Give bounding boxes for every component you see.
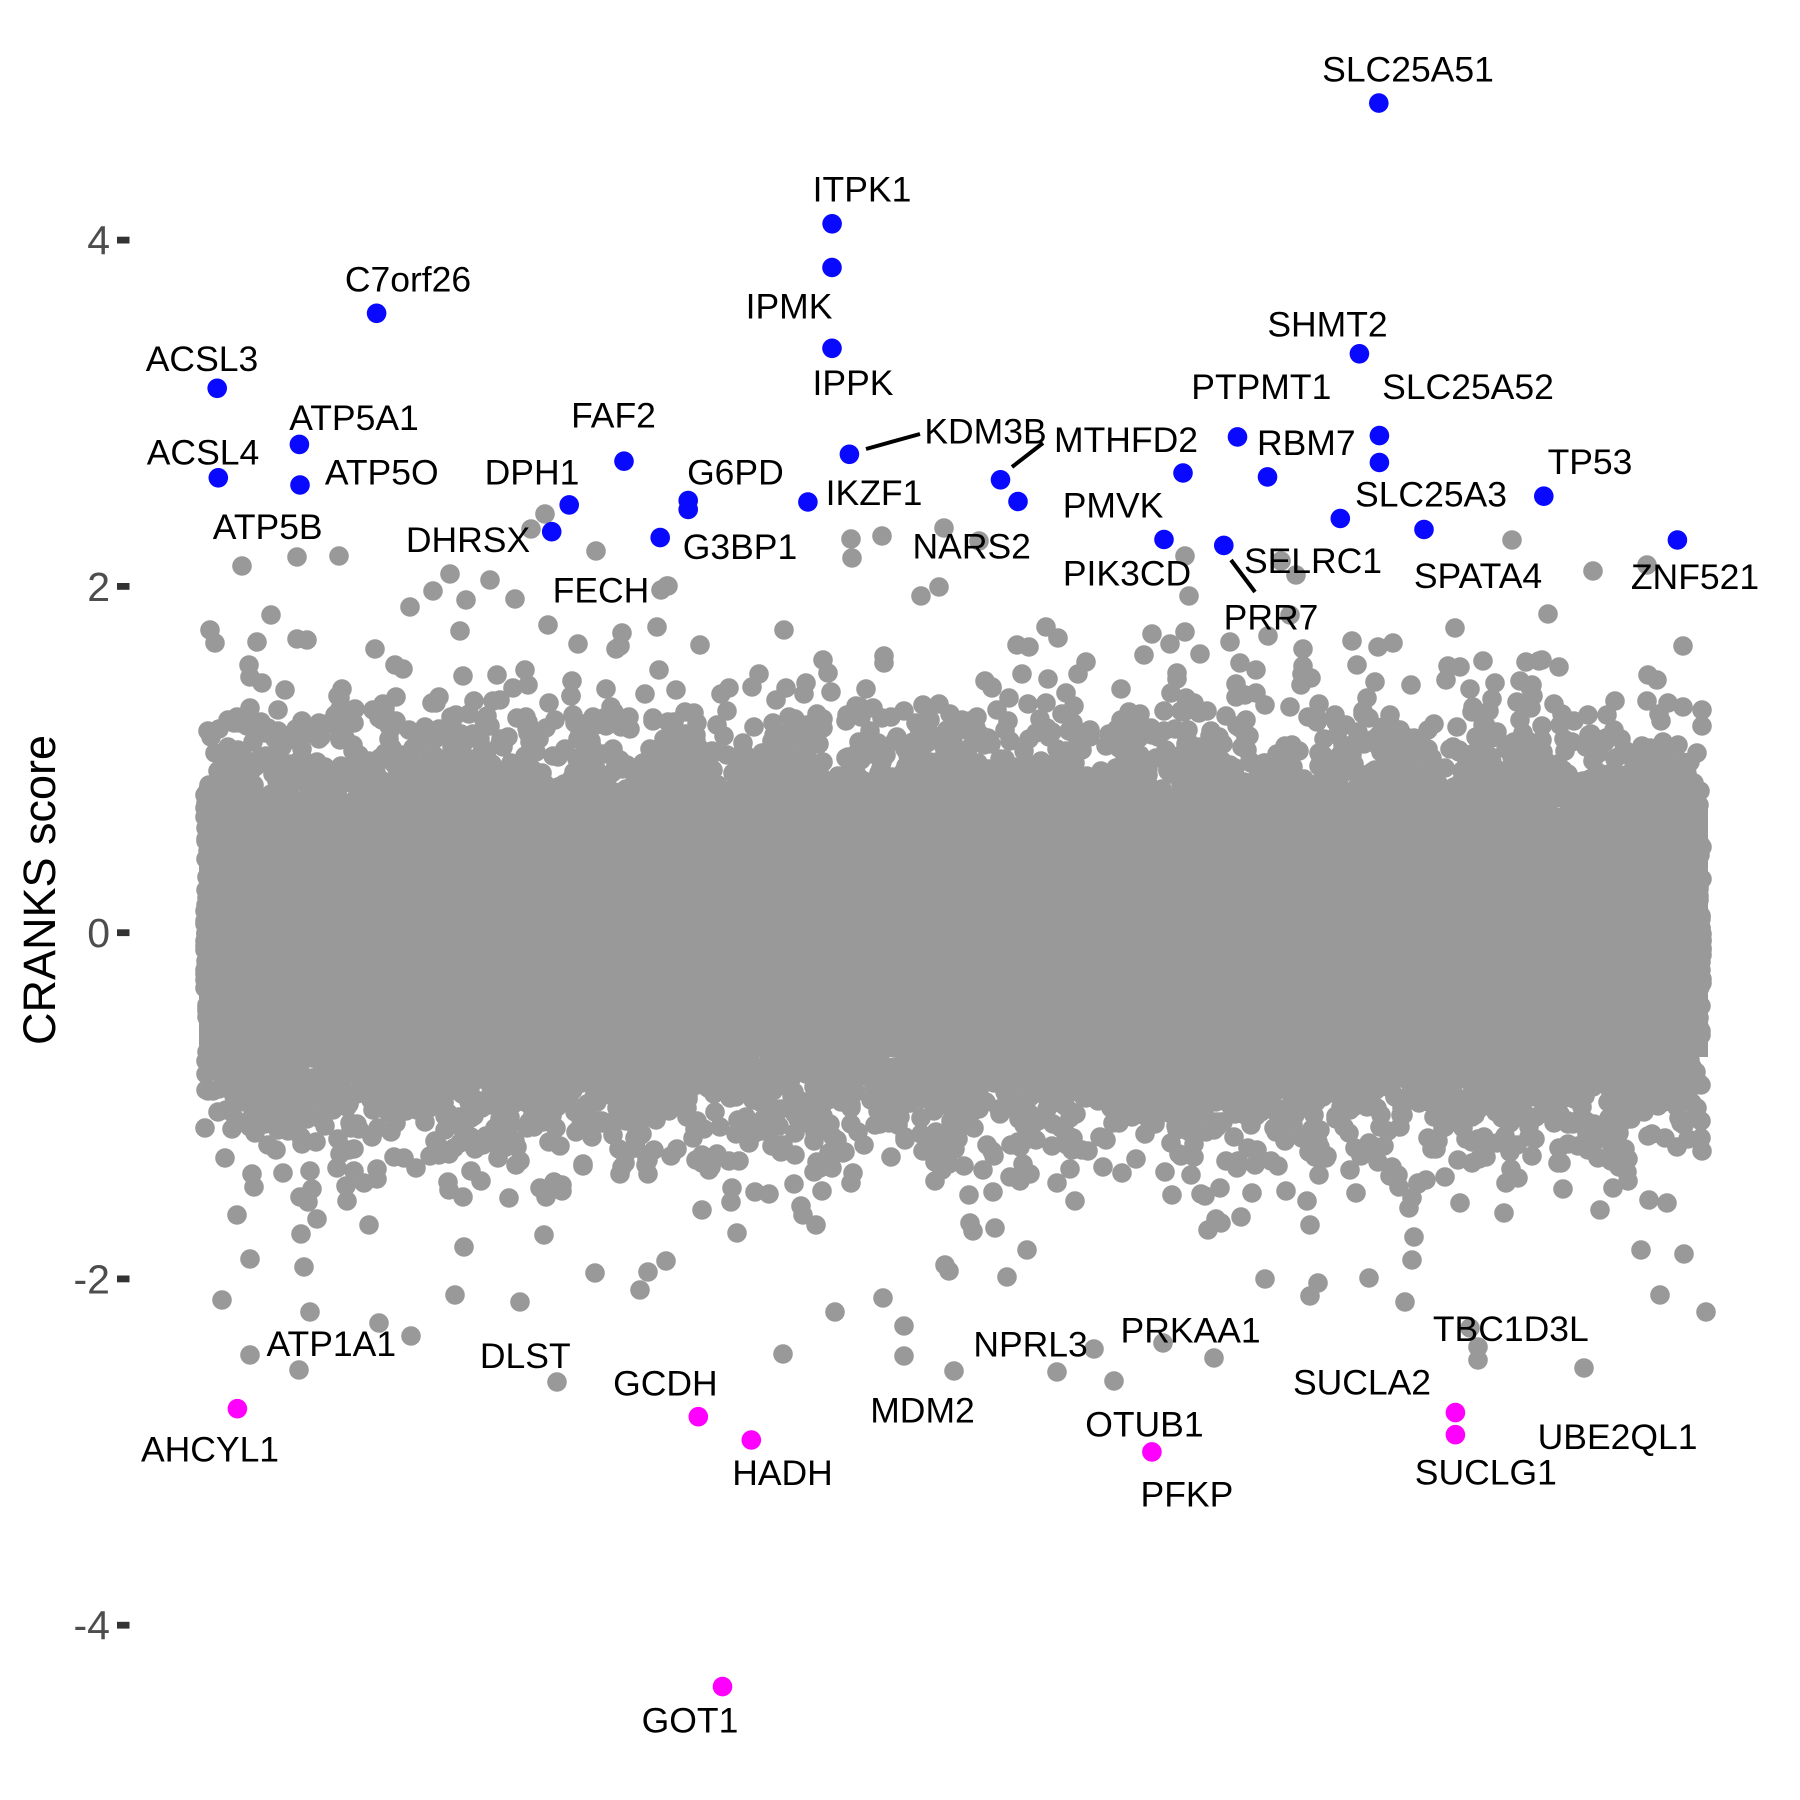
svg-text:ATP5B: ATP5B: [213, 507, 323, 547]
svg-text:PIK3CD: PIK3CD: [1063, 553, 1191, 593]
svg-text:ATP5O: ATP5O: [325, 452, 439, 492]
svg-text:RBM7: RBM7: [1257, 423, 1356, 463]
svg-text:GCDH: GCDH: [613, 1363, 718, 1403]
svg-text:2: 2: [87, 564, 110, 610]
svg-text:TP53: TP53: [1548, 442, 1633, 482]
svg-text:FAF2: FAF2: [571, 395, 656, 435]
svg-text:ZNF521: ZNF521: [1631, 557, 1759, 597]
svg-text:KDM3B: KDM3B: [924, 411, 1046, 451]
svg-text:SUCLG1: SUCLG1: [1415, 1452, 1557, 1492]
svg-text:G3BP1: G3BP1: [683, 527, 797, 567]
svg-text:SLC25A52: SLC25A52: [1382, 367, 1554, 407]
svg-text:UBE2QL1: UBE2QL1: [1538, 1417, 1698, 1457]
svg-text:GOT1: GOT1: [642, 1701, 739, 1741]
svg-text:ATP1A1: ATP1A1: [267, 1324, 397, 1364]
svg-text:SLC25A3: SLC25A3: [1355, 475, 1507, 515]
svg-text:AHCYL1: AHCYL1: [141, 1429, 279, 1469]
svg-text:DHRSX: DHRSX: [406, 520, 530, 560]
svg-text:C7orf26: C7orf26: [345, 259, 471, 299]
svg-text:PMVK: PMVK: [1063, 485, 1164, 525]
svg-text:PTPMT1: PTPMT1: [1191, 367, 1331, 407]
svg-text:IPMK: IPMK: [746, 286, 833, 326]
svg-text:TBC1D3L: TBC1D3L: [1433, 1309, 1589, 1349]
svg-text:SLC25A51: SLC25A51: [1322, 49, 1494, 89]
svg-text:NARS2: NARS2: [913, 527, 1031, 567]
svg-text:MDM2: MDM2: [870, 1391, 975, 1431]
svg-text:PRR7: PRR7: [1224, 598, 1319, 638]
svg-text:PFKP: PFKP: [1141, 1474, 1234, 1514]
svg-text:OTUB1: OTUB1: [1085, 1404, 1203, 1444]
svg-text:DPH1: DPH1: [485, 453, 580, 493]
svg-text:ACSL3: ACSL3: [146, 339, 258, 379]
svg-text:SUCLA2: SUCLA2: [1293, 1363, 1431, 1403]
svg-text:FECH: FECH: [553, 570, 650, 610]
svg-text:SPATA4: SPATA4: [1414, 556, 1542, 596]
svg-text:MTHFD2: MTHFD2: [1054, 420, 1198, 460]
svg-text:ITPK1: ITPK1: [813, 170, 912, 210]
svg-text:PRKAA1: PRKAA1: [1121, 1311, 1261, 1351]
svg-text:IKZF1: IKZF1: [826, 473, 923, 513]
svg-text:ACSL4: ACSL4: [147, 432, 259, 472]
svg-text:G6PD: G6PD: [687, 453, 784, 493]
svg-text:NPRL3: NPRL3: [973, 1324, 1087, 1364]
svg-text:SELRC1: SELRC1: [1244, 541, 1382, 581]
svg-text:-4: -4: [74, 1603, 110, 1649]
svg-text:DLST: DLST: [480, 1336, 571, 1376]
svg-text:0: 0: [87, 910, 110, 956]
svg-text:CRANKS score: CRANKS score: [14, 735, 65, 1045]
svg-text:IPPK: IPPK: [813, 363, 894, 403]
svg-text:SHMT2: SHMT2: [1267, 304, 1387, 344]
svg-text:ATP5A1: ATP5A1: [289, 398, 419, 438]
svg-text:4: 4: [87, 217, 110, 263]
svg-text:HADH: HADH: [732, 1453, 833, 1493]
svg-text:-2: -2: [74, 1256, 110, 1302]
